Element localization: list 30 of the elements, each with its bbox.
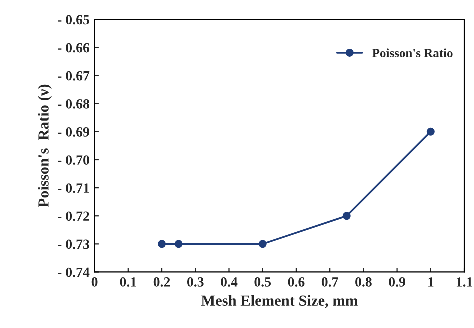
y-axis-title: Poisson's Ratio (ν) [38, 84, 52, 208]
y-tick-label: - 0.74 [58, 268, 90, 278]
x-tick-label: 0.8 [356, 278, 372, 287]
x-tick-label: 1 [428, 278, 434, 287]
y-tick-label: - 0.65 [58, 15, 90, 25]
x-tick-label: 0.6 [288, 278, 305, 287]
point [258, 240, 267, 248]
y-tick-label: - 0.71 [58, 184, 90, 194]
y-tick-label: - 0.70 [58, 156, 90, 166]
y-tick-label: - 0.72 [58, 212, 90, 222]
x-tick-label: 0.4 [221, 278, 238, 287]
y-tick-label: - 0.68 [58, 99, 90, 109]
legend-label: Poisson's Ratio [372, 48, 453, 58]
x-axis-title: Mesh Element Size, mm [201, 295, 358, 308]
x-tick-label: 0 [92, 278, 98, 287]
y-tick-label: - 0.67 [58, 71, 90, 81]
y-tick-label: - 0.69 [58, 128, 90, 137]
point [158, 240, 166, 248]
point [342, 212, 351, 220]
x-tick-label: 0.1 [120, 278, 136, 287]
x-tick-label: 0.5 [254, 278, 272, 287]
y-tick-label: - 0.73 [58, 240, 90, 250]
x-tick-label: 1.1 [456, 278, 472, 287]
x-tick-label: 0.3 [187, 278, 204, 287]
x-tick-label: 0.2 [154, 278, 170, 287]
x-tick-label: 0.7 [322, 278, 338, 287]
point [174, 240, 183, 248]
y-tick-label: - 0.66 [58, 43, 90, 53]
point [426, 128, 435, 136]
x-tick-label: 0.9 [389, 278, 406, 287]
